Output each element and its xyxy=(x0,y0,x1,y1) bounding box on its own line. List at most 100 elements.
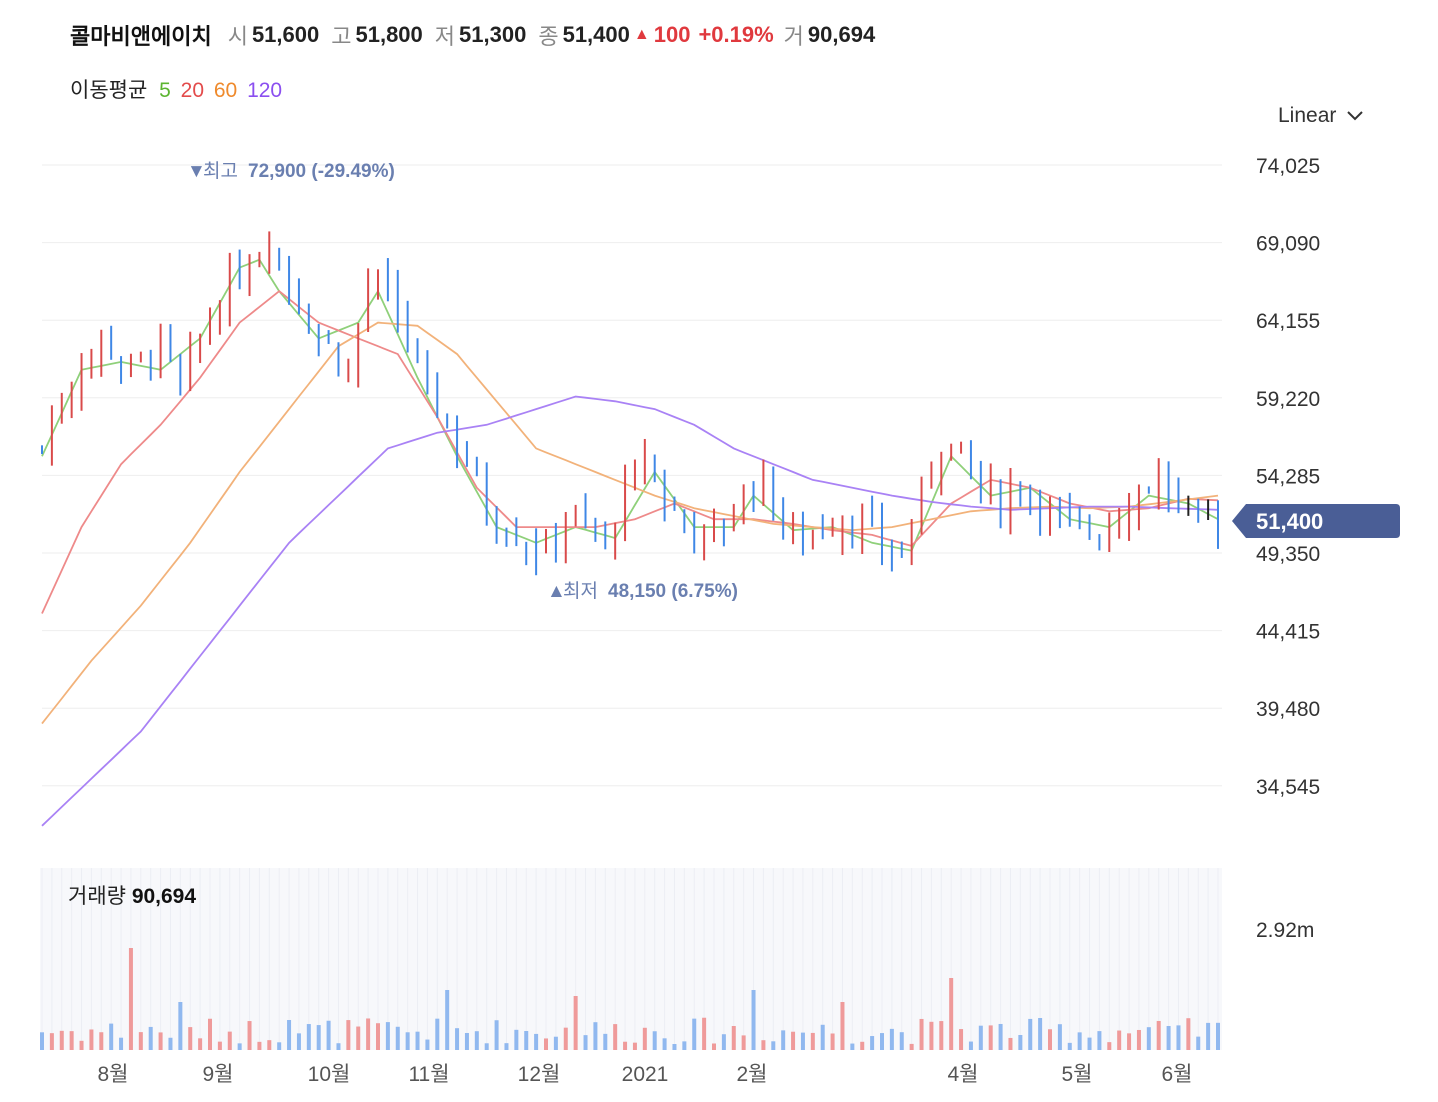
volume-legend-value: 90,694 xyxy=(131,885,197,908)
volume-bar xyxy=(1018,1034,1023,1050)
x-tick-label: 5월 xyxy=(1062,1063,1093,1086)
volume-y-tick-label: 2.92m xyxy=(1256,919,1314,942)
volume-bar xyxy=(583,1035,588,1050)
volume-bar xyxy=(899,1032,904,1050)
volume-bar xyxy=(415,1031,420,1050)
volume-panel xyxy=(40,868,1222,1050)
volume-bar xyxy=(682,1041,687,1050)
volume-bar xyxy=(1077,1032,1082,1050)
volume-bar xyxy=(1038,1018,1043,1050)
volume-bar xyxy=(217,1041,222,1050)
volume-bar xyxy=(1057,1024,1062,1050)
volume-bar xyxy=(257,1041,262,1050)
volume-bar xyxy=(208,1018,212,1050)
volume-bar xyxy=(791,1031,796,1050)
open-value: 51,600 xyxy=(251,22,320,47)
x-tick-label: 4월 xyxy=(948,1063,979,1086)
low-annotation-value: 48,150 (6.75%) xyxy=(608,581,738,602)
volume-bar xyxy=(326,1020,331,1050)
volume-bar xyxy=(870,1036,875,1050)
y-tick-label: 39,480 xyxy=(1256,698,1320,721)
quote-header: 콜마비앤에이치 시 51,600 고 51,800 저 51,300 종 51,… xyxy=(70,20,887,50)
scale-selector[interactable]: Linear xyxy=(1278,104,1364,128)
ma-120-label[interactable]: 120 xyxy=(247,79,283,102)
y-tick-label: 64,155 xyxy=(1256,310,1320,333)
volume-bar xyxy=(138,1032,143,1050)
volume-bar xyxy=(1146,1027,1151,1050)
high-annotation: ▼ 최고 72,900 (-29.49%) xyxy=(187,160,395,182)
volume-bar xyxy=(919,1018,924,1050)
volume-bar xyxy=(909,1043,914,1050)
y-tick-label: 54,285 xyxy=(1256,465,1320,488)
volume-bar xyxy=(287,1020,292,1050)
volume-bar xyxy=(425,1039,430,1050)
volume-bar xyxy=(544,1038,548,1050)
ma-5-label[interactable]: 5 xyxy=(159,79,171,102)
volume-bar xyxy=(593,1022,598,1050)
volume-bar xyxy=(484,1043,489,1050)
volume-bar xyxy=(741,1035,746,1050)
volume-bar xyxy=(642,1027,647,1050)
volume-bar xyxy=(672,1043,677,1050)
volume-bar xyxy=(949,978,954,1050)
volume-bar xyxy=(148,1026,153,1050)
volume-bar xyxy=(702,1017,707,1050)
close-value: 51,400 xyxy=(562,22,630,47)
ma-60-label[interactable]: 60 xyxy=(213,79,238,102)
volume-bar xyxy=(356,1026,361,1050)
low-annotation-arrow-icon: ▲ xyxy=(547,581,566,602)
volume-bar xyxy=(830,1033,835,1050)
volume-bar xyxy=(860,1041,865,1050)
volume-bar xyxy=(1107,1042,1112,1050)
volume-bar xyxy=(889,1028,894,1050)
moving-average-lines xyxy=(41,258,1219,827)
volume-bar xyxy=(1008,1037,1013,1050)
volume-bar xyxy=(632,1042,637,1050)
volume-bar xyxy=(751,990,756,1050)
volume-bar xyxy=(613,1024,618,1050)
low-value: 51,300 xyxy=(459,22,527,47)
scale-selector-value: Linear xyxy=(1278,104,1337,127)
change-arrow-icon: ▲ xyxy=(633,26,650,43)
volume-bar xyxy=(850,1043,855,1050)
volume-bar xyxy=(1206,1022,1211,1050)
y-tick-label: 34,545 xyxy=(1256,776,1320,799)
volume-bar xyxy=(346,1020,351,1050)
volume-background xyxy=(40,868,1222,1050)
x-tick-label: 8월 xyxy=(98,1063,129,1086)
chevron-down-icon xyxy=(1347,111,1364,121)
volume-bar xyxy=(1087,1037,1092,1050)
stock-name: 콜마비앤에이치 xyxy=(70,24,212,49)
x-axis: 8월 9월 10월 11월 12월 2021 2월 4월 5월 6월 xyxy=(98,1063,1193,1086)
volume-bar xyxy=(712,1043,716,1050)
volume-label: 거 xyxy=(783,24,804,49)
volume-legend: 거래량 90,694 xyxy=(68,880,196,910)
high-annotation-arrow-icon: ▼ xyxy=(187,161,206,182)
ma-5-line xyxy=(41,258,1219,552)
high-annotation-label: 최고 xyxy=(203,160,238,182)
volume-bar xyxy=(514,1029,519,1050)
volume-bar xyxy=(1097,1031,1102,1050)
volume-legend-label: 거래량 xyxy=(68,885,126,908)
y-tick-label: 59,220 xyxy=(1256,388,1320,411)
y-axis: 74,025 69,090 64,155 59,220 54,285 49,350 44,4… xyxy=(1256,155,1320,799)
volume-bar xyxy=(692,1018,697,1050)
high-value: 51,800 xyxy=(355,22,423,47)
volume-bar xyxy=(405,1032,410,1050)
y-tick-label: 74,025 xyxy=(1256,155,1320,178)
volume-bar xyxy=(959,1029,964,1050)
volume-bar xyxy=(474,1031,479,1050)
moving-average-legend[interactable]: 이동평균 5 20 60 120 xyxy=(70,74,288,104)
ma-20-label[interactable]: 20 xyxy=(180,79,205,102)
volume-bar xyxy=(69,1031,74,1050)
volume-bar xyxy=(336,1043,341,1050)
volume-bar xyxy=(573,996,578,1050)
volume-bar xyxy=(820,1024,825,1050)
ma-60-line xyxy=(41,321,1219,725)
volume-bar xyxy=(198,1038,203,1050)
x-tick-label: 6월 xyxy=(1162,1063,1193,1086)
x-tick-label: 12월 xyxy=(518,1063,561,1086)
volume-bar xyxy=(494,1020,499,1050)
low-annotation-label: 최저 xyxy=(563,580,598,602)
